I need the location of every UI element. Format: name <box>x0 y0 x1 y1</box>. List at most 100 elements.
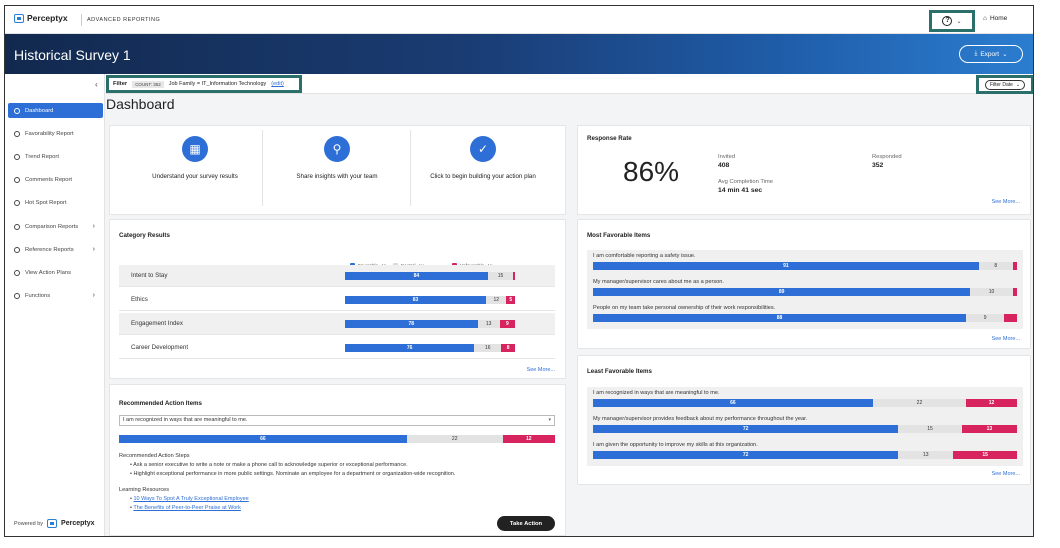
filter-date-label: Filter Date <box>989 81 1013 88</box>
collapse-sidebar-icon[interactable]: ‹ <box>95 80 98 89</box>
favorable-segment: 83 <box>345 296 487 304</box>
sidebar-item-label: Favorability Report <box>25 130 74 137</box>
filter-bar: Filter COUNT: 352 Job Family = IT_Inform… <box>105 74 1033 94</box>
card-title: Most Favorable Items <box>587 232 651 239</box>
invited-value: 408 <box>718 162 730 169</box>
item-label: I am given the opportunity to improve my… <box>593 442 758 448</box>
unfavorable-segment: 12 <box>502 435 555 443</box>
see-more-link[interactable]: See More... <box>991 199 1020 205</box>
category-row[interactable]: Engagement Index 78 13 9 <box>119 313 555 335</box>
quick-action-understand-results[interactable]: ▦ Understand your survey results <box>130 126 260 210</box>
response-rate-percent: 86% <box>623 156 680 187</box>
category-row[interactable]: Intent to Stay 84 15 <box>119 265 555 287</box>
sidebar-item-label: Functions <box>25 292 51 299</box>
action-plans-icon <box>14 269 20 276</box>
responded-value: 352 <box>872 162 884 169</box>
sidebar-item-trend-report[interactable]: Trend Report <box>8 149 103 164</box>
sidebar-item-hot-spot-report[interactable]: Hot Spot Report <box>8 195 103 210</box>
chevron-right-icon: › <box>92 246 95 253</box>
sidebar-item-label: View Action Plans <box>25 269 71 276</box>
chevron-right-icon: › <box>92 223 95 230</box>
category-label: Ethics <box>131 296 148 303</box>
favorable-segment: 72 <box>593 425 899 433</box>
action-steps-title: Recommended Action Steps <box>119 453 190 459</box>
quick-action-share-insights[interactable]: ⚲ Share insights with your team <box>272 126 402 210</box>
help-icon: ? <box>942 16 953 26</box>
chevron-down-icon: ▾ <box>548 417 551 423</box>
item-bar: 89 10 <box>593 288 1017 296</box>
category-bar: 84 15 <box>345 272 515 280</box>
action-step: • Highlight exceptional performance in m… <box>130 471 456 477</box>
home-link[interactable]: ⌂ Home <box>983 15 1007 22</box>
neutral-segment: 22 <box>872 399 967 407</box>
card-title: Recommended Action Items <box>119 400 202 407</box>
unfavorable-segment: 5 <box>506 296 515 304</box>
help-menu-button[interactable]: ? ⌄ <box>929 10 975 32</box>
favorable-segment: 66 <box>119 435 407 443</box>
action-step: • Ask a senior executive to write a note… <box>130 462 408 468</box>
perceptyx-logo[interactable]: Perceptyx <box>14 13 68 23</box>
home-label: Home <box>989 15 1008 22</box>
filter-date-button[interactable]: Filter Date ⌄ <box>984 79 1026 90</box>
take-action-button[interactable]: Take Action <box>497 516 555 531</box>
reference-icon <box>14 246 20 253</box>
most-favorable-list: I am comfortable reporting a safety issu… <box>587 250 1023 329</box>
neutral-segment: 12 <box>486 296 507 304</box>
favorable-segment: 66 <box>593 399 873 407</box>
unfavorable-segment: 12 <box>966 399 1017 407</box>
item-bar: 66 22 12 <box>593 399 1017 407</box>
neutral-segment: 16 <box>474 344 502 352</box>
unfavorable-segment <box>513 272 515 280</box>
item-bar: 72 15 13 <box>593 425 1017 433</box>
response-rate-card: Response Rate 86% Invited 408 Responded … <box>577 125 1031 215</box>
see-more-link[interactable]: See More... <box>991 336 1020 342</box>
resource-link[interactable]: 10 Ways To Spot A Truly Exceptional Empl… <box>133 496 249 502</box>
sidebar-item-favorability-report[interactable]: Favorability Report <box>8 126 103 141</box>
resource-item: • The Benefits of Peer-to-Peer Praise at… <box>130 505 241 511</box>
resource-link[interactable]: The Benefits of Peer-to-Peer Praise at W… <box>133 505 241 511</box>
thumbs-up-icon <box>14 130 20 137</box>
grid-icon: ▦ <box>182 136 208 162</box>
quick-action-build-plan[interactable]: ✓ Click to begin building your action pl… <box>418 126 548 210</box>
page-title: Dashboard <box>106 96 175 112</box>
item-bar: 72 13 15 <box>593 451 1017 459</box>
quick-actions-card: ▦ Understand your survey results ⚲ Share… <box>109 125 566 215</box>
edit-filter-link[interactable]: (edit) <box>271 81 284 87</box>
responded-label: Responded <box>872 154 902 160</box>
sidebar-item-functions[interactable]: Functions › <box>8 288 103 303</box>
recommended-bar: 66 22 12 <box>119 435 555 443</box>
category-row[interactable]: Ethics 83 12 5 <box>119 289 555 311</box>
unfavorable-segment: 15 <box>953 451 1017 459</box>
sidebar-item-comments-report[interactable]: Comments Report <box>8 172 103 187</box>
sidebar-item-reference-reports[interactable]: Reference Reports › <box>8 242 103 257</box>
selected-item: I am recognized in ways that are meaning… <box>123 417 248 423</box>
resource-item: • 10 Ways To Spot A Truly Exceptional Em… <box>130 496 249 502</box>
sidebar-item-label: Dashboard <box>25 107 54 114</box>
sidebar-item-view-action-plans[interactable]: View Action Plans <box>8 265 103 280</box>
clipboard-check-icon: ✓ <box>470 136 496 162</box>
comparison-icon <box>14 223 20 230</box>
powered-by: Powered by Perceptyx <box>14 519 95 528</box>
top-bar: Perceptyx ADVANCED REPORTING ? ⌄ ⌂ Home <box>5 6 1033 34</box>
sidebar-item-dashboard[interactable]: Dashboard <box>8 103 103 118</box>
export-button[interactable]: ⤓ Export ⌄ <box>959 45 1023 63</box>
neutral-segment: 8 <box>978 262 1013 270</box>
unfavorable-segment <box>1004 314 1017 322</box>
dashboard-icon <box>14 107 20 114</box>
see-more-link[interactable]: See More... <box>526 367 555 373</box>
divider <box>410 130 411 206</box>
category-bar: 76 16 8 <box>345 344 515 352</box>
neutral-segment: 9 <box>966 314 1005 322</box>
card-title: Response Rate <box>587 135 632 142</box>
unfavorable-segment <box>1012 262 1017 270</box>
powered-by-label: Powered by <box>14 520 44 527</box>
count-badge: COUNT: 352 <box>132 80 164 88</box>
sidebar-item-comparison-reports[interactable]: Comparison Reports › <box>8 219 103 234</box>
category-row[interactable]: Career Development 76 16 8 <box>119 337 555 359</box>
action-item-select[interactable]: I am recognized in ways that are meaning… <box>119 415 555 426</box>
active-filter: Filter COUNT: 352 Job Family = IT_Inform… <box>106 75 302 93</box>
unfavorable-segment <box>1012 288 1017 296</box>
see-more-link[interactable]: See More... <box>991 471 1020 477</box>
neutral-segment: 13 <box>477 320 500 328</box>
quick-action-label: Share insights with your team <box>296 173 378 180</box>
